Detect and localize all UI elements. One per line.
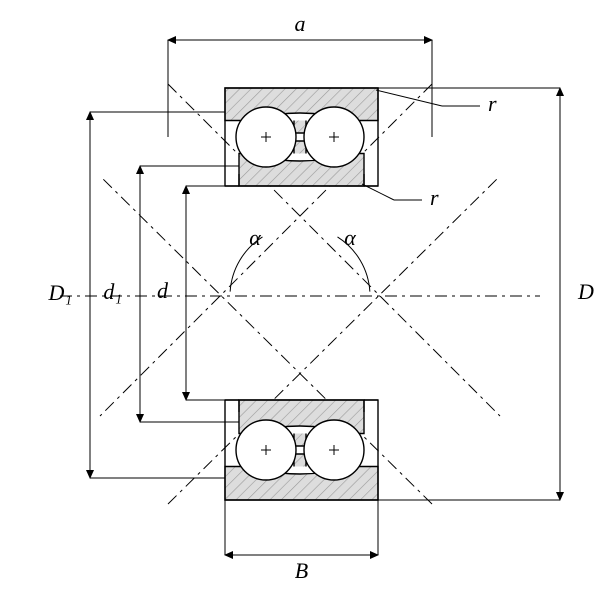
svg-text:D₁: D₁ bbox=[47, 280, 72, 305]
svg-text:a: a bbox=[295, 11, 306, 36]
svg-text:r: r bbox=[430, 185, 439, 210]
svg-text:D: D bbox=[577, 279, 594, 304]
svg-text:d₁: d₁ bbox=[103, 279, 122, 304]
svg-text:r: r bbox=[488, 91, 497, 116]
svg-text:d: d bbox=[157, 278, 169, 303]
svg-text:α: α bbox=[249, 225, 261, 250]
bearing-diagram: α α a B D D₁ d₁ d r r bbox=[0, 0, 600, 600]
svg-text:α: α bbox=[344, 225, 356, 250]
svg-text:B: B bbox=[295, 558, 308, 583]
